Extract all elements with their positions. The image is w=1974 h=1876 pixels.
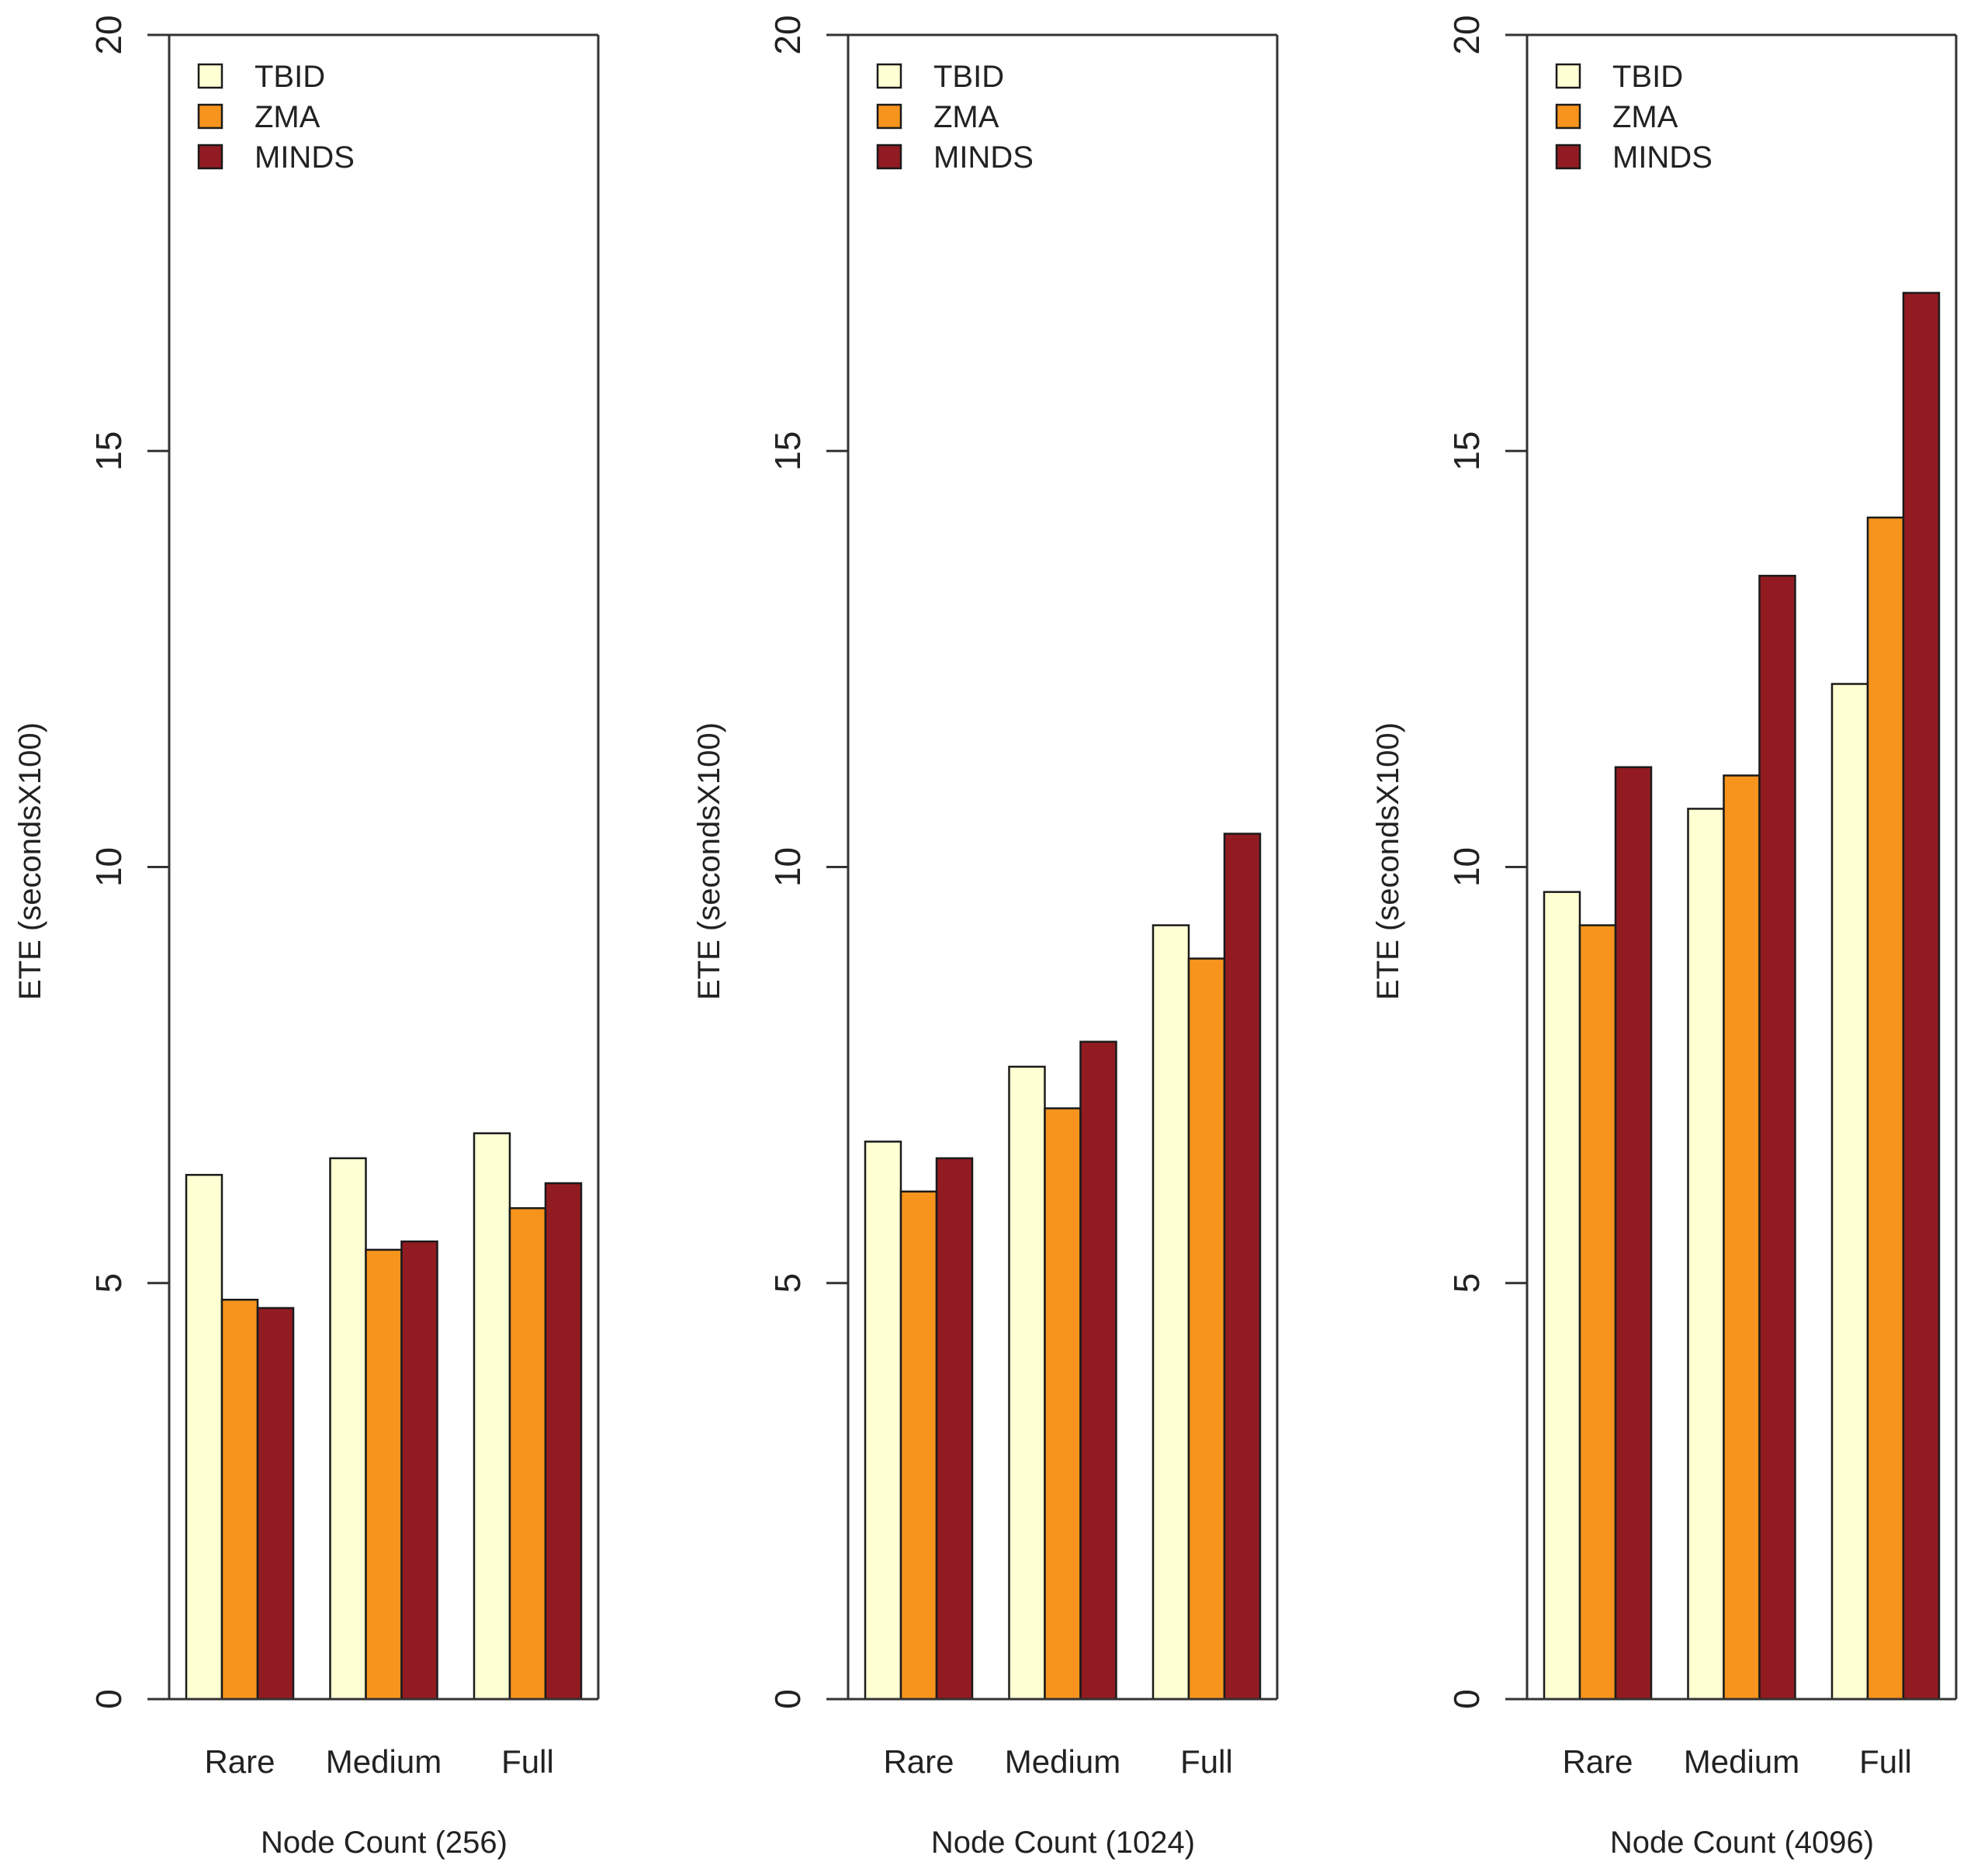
y-tick-label-15: 15 xyxy=(1446,431,1487,471)
legend-swatch-minds xyxy=(197,144,223,170)
x-axis-label: Node Count (1024) xyxy=(931,1826,1195,1860)
y-axis-label: ETE (secondsX100) xyxy=(13,722,47,1000)
legend-swatch-minds xyxy=(1555,144,1581,170)
bar-zma-full xyxy=(1187,957,1226,1701)
legend-swatch-zma xyxy=(197,103,223,130)
x-tick-label-full: Full xyxy=(1859,1743,1912,1780)
legend: TBID ZMA MINDS xyxy=(1555,60,1713,175)
y-tick-label-5: 5 xyxy=(1446,1273,1487,1293)
legend-swatch-zma xyxy=(876,103,902,130)
chart-panel-2: Rare Medium Full 0 5 10 15 20 ETE (secondsX100) N… xyxy=(692,15,1279,1860)
y-tick-label-5: 5 xyxy=(767,1273,808,1293)
y-axis-label: ETE (secondsX100) xyxy=(692,722,726,1000)
bar-zma-rare xyxy=(1578,924,1617,1701)
bar-zma-medium xyxy=(1723,774,1761,1701)
bar-zma-rare xyxy=(220,1298,259,1701)
bar-zma-medium xyxy=(1044,1107,1082,1701)
y-tick-label-10: 10 xyxy=(767,847,808,887)
legend-label-minds: MINDS xyxy=(933,140,1034,175)
bar-minds-full xyxy=(1902,292,1941,1701)
bar-minds-full xyxy=(544,1182,583,1701)
x-tick-label-full: Full xyxy=(501,1743,554,1780)
x-tick-label-rare: Rare xyxy=(204,1743,275,1780)
bar-minds-rare xyxy=(1614,766,1653,1701)
bar-zma-full xyxy=(1866,516,1905,1701)
bar-tbid-full xyxy=(1830,683,1869,1701)
x-tick-label-full: Full xyxy=(1180,1743,1233,1780)
legend-label-minds: MINDS xyxy=(255,140,355,175)
bar-tbid-medium xyxy=(329,1157,367,1701)
legend-label-zma: ZMA xyxy=(1612,100,1678,134)
chart-panel-3: Rare Medium Full 0 5 10 15 20 ETE (secondsX100) N… xyxy=(1371,15,1958,1860)
chart-panel-1: Rare Medium Full 0 5 10 15 20 ETE (secondsX100) N… xyxy=(13,15,600,1860)
legend-swatch-tbid xyxy=(197,63,223,89)
bar-zma-rare xyxy=(899,1190,938,1701)
x-tick-label-medium: Medium xyxy=(1684,1743,1799,1780)
bar-minds-full xyxy=(1223,832,1262,1701)
bar-minds-rare xyxy=(256,1307,295,1701)
legend: TBID ZMA MINDS xyxy=(197,60,355,175)
bar-tbid-medium xyxy=(1687,808,1725,1701)
y-tick-label-20: 20 xyxy=(767,15,808,54)
legend-label-tbid: TBID xyxy=(1612,60,1683,94)
legend-label-tbid: TBID xyxy=(933,60,1004,94)
bar-tbid-rare xyxy=(185,1174,223,1701)
y-tick-label-15: 15 xyxy=(88,431,129,471)
y-axis-label: ETE (secondsX100) xyxy=(1371,722,1405,1000)
legend-label-tbid: TBID xyxy=(255,60,325,94)
y-tick-label-0: 0 xyxy=(88,1689,129,1709)
bar-minds-rare xyxy=(935,1157,974,1701)
legend-swatch-zma xyxy=(1555,103,1581,130)
bar-zma-full xyxy=(508,1206,547,1701)
bar-tbid-rare xyxy=(1543,891,1581,1701)
legend-swatch-tbid xyxy=(876,63,902,89)
x-axis-label: Node Count (4096) xyxy=(1610,1826,1874,1860)
y-tick-label-20: 20 xyxy=(88,15,129,54)
bar-minds-medium xyxy=(400,1240,438,1701)
x-axis-label: Node Count (256) xyxy=(261,1826,507,1860)
legend-swatch-tbid xyxy=(1555,63,1581,89)
legend-label-minds: MINDS xyxy=(1612,140,1713,175)
y-tick-label-0: 0 xyxy=(767,1689,808,1709)
x-tick-label-medium: Medium xyxy=(326,1743,442,1780)
y-tick-label-10: 10 xyxy=(1446,847,1487,887)
bar-zma-medium xyxy=(365,1248,403,1701)
y-tick-label-10: 10 xyxy=(88,847,129,887)
legend-label-zma: ZMA xyxy=(255,100,320,134)
legend-label-zma: ZMA xyxy=(933,100,999,134)
legend-swatch-minds xyxy=(876,144,902,170)
bar-tbid-full xyxy=(1152,924,1190,1701)
y-tick-label-20: 20 xyxy=(1446,15,1487,54)
bar-tbid-rare xyxy=(864,1140,902,1701)
bar-tbid-medium xyxy=(1008,1065,1046,1701)
y-tick-label-5: 5 xyxy=(88,1273,129,1293)
x-tick-label-medium: Medium xyxy=(1005,1743,1120,1780)
x-tick-label-rare: Rare xyxy=(1562,1743,1633,1780)
x-tick-label-rare: Rare xyxy=(883,1743,954,1780)
bar-minds-medium xyxy=(1079,1040,1117,1701)
bar-minds-medium xyxy=(1758,574,1796,1701)
legend: TBID ZMA MINDS xyxy=(876,60,1034,175)
bar-tbid-full xyxy=(473,1132,511,1701)
y-tick-label-0: 0 xyxy=(1446,1689,1487,1709)
y-tick-label-15: 15 xyxy=(767,431,808,471)
